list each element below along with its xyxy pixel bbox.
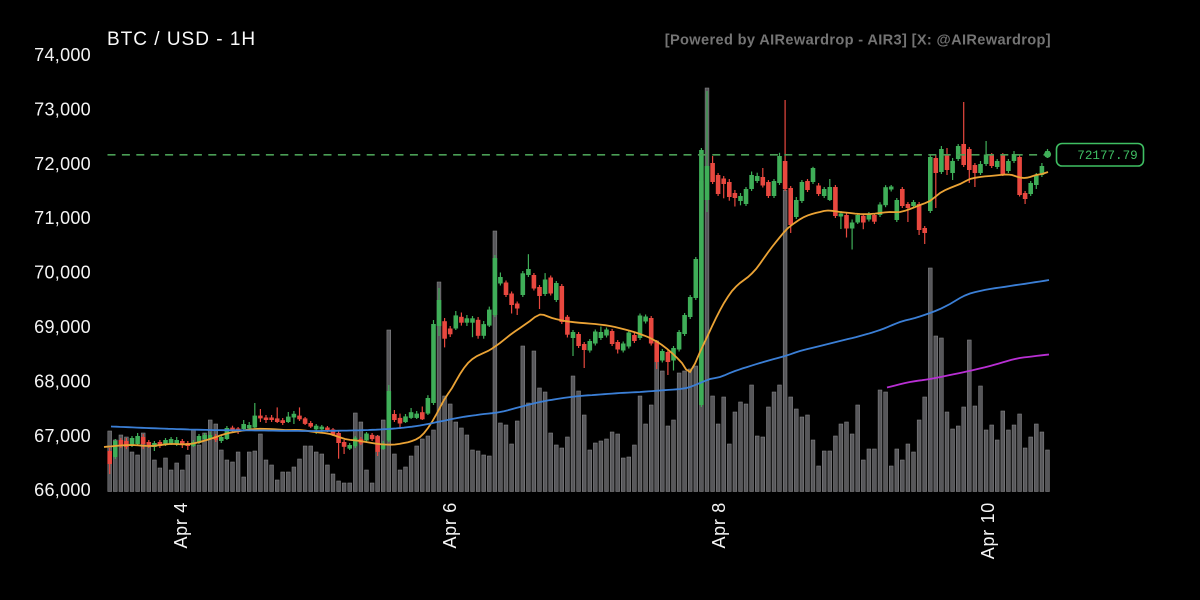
- svg-text:66,000: 66,000: [34, 480, 91, 500]
- svg-text:BTC / USD - 1H: BTC / USD - 1H: [107, 29, 256, 50]
- svg-text:72177.79: 72177.79: [1077, 149, 1137, 163]
- svg-text:67,000: 67,000: [34, 426, 91, 446]
- svg-text:70,000: 70,000: [34, 263, 91, 283]
- svg-text:68,000: 68,000: [34, 371, 91, 391]
- svg-text:Apr 10: Apr 10: [978, 502, 998, 559]
- svg-text:Apr 6: Apr 6: [440, 502, 460, 549]
- svg-text:74,000: 74,000: [34, 45, 91, 65]
- svg-text:69,000: 69,000: [34, 317, 91, 337]
- svg-text:71,000: 71,000: [34, 208, 91, 228]
- svg-text:72,000: 72,000: [34, 154, 91, 174]
- svg-text:Apr 8: Apr 8: [709, 502, 729, 549]
- svg-text:73,000: 73,000: [34, 99, 91, 119]
- svg-text:Apr 4: Apr 4: [171, 502, 191, 549]
- svg-text:[Powered by AIRewardrop - AIR3: [Powered by AIRewardrop - AIR3] [X: @AIR…: [665, 33, 1051, 49]
